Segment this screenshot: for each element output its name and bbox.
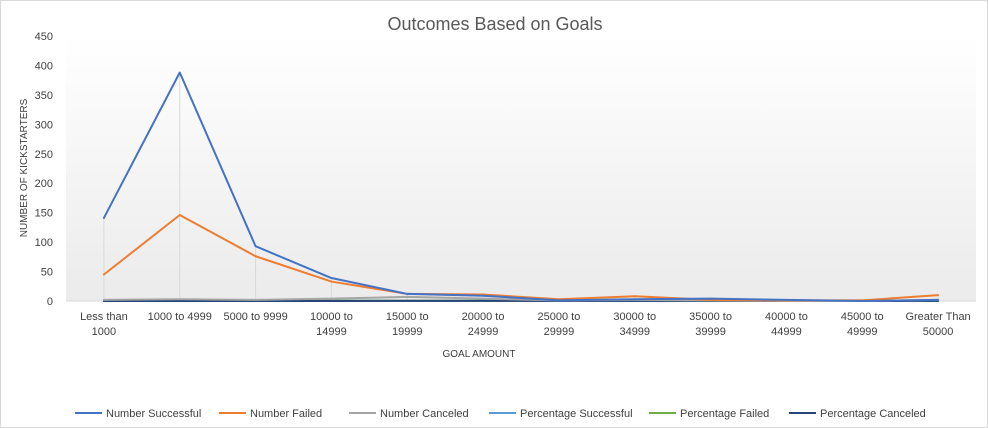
x-tick-label: 30000 to 34999: [613, 311, 656, 338]
x-tick-label: 25000 to 29999: [538, 311, 581, 338]
y-tick-label: 200: [35, 178, 53, 190]
x-tick-label: 40000 to 44999: [765, 311, 808, 338]
y-tick-label: 50: [41, 267, 53, 279]
legend-label: Number Successful: [106, 408, 201, 420]
x-axis-ticks: Less than 1000 1000 to 4999 5000 to 9999 100…: [80, 311, 971, 338]
x-axis-title: GOAL AMOUNT: [443, 349, 516, 360]
y-tick-label: 300: [35, 119, 53, 131]
legend: Number Successful Number Failed Number Can…: [75, 408, 926, 420]
series-lines: [102, 71, 940, 302]
chart-title: Outcomes Based on Goals: [387, 14, 602, 34]
y-tick-label: 150: [35, 208, 53, 220]
legend-label: Percentage Successful: [520, 408, 633, 420]
legend-label: Number Canceled: [380, 408, 469, 420]
plot-area: [66, 36, 976, 301]
legend-label: Percentage Canceled: [820, 408, 926, 420]
y-tick-label: 400: [35, 60, 53, 72]
y-axis-ticks: 0 50 100 150 200 250 300 350 400 450: [35, 31, 53, 308]
x-tick-label: Less than 1000: [80, 311, 128, 338]
y-tick-label: 350: [35, 90, 53, 102]
legend-label: Number Failed: [250, 408, 322, 420]
y-axis-title: NUMBER OF KICKSTARTERS: [19, 98, 30, 237]
x-tick-label: 10000 to 14999: [310, 311, 353, 338]
y-tick-label: 450: [35, 31, 53, 43]
x-tick-label: Greater Than 50000: [905, 311, 970, 338]
x-tick-label: 1000 to 4999: [148, 311, 212, 323]
x-tick-label: 45000 to 49999: [841, 311, 884, 338]
x-tick-label: 5000 to 9999: [223, 311, 287, 323]
y-tick-label: 0: [47, 296, 53, 308]
x-tick-label: 35000 to 39999: [689, 311, 732, 338]
x-tick-label: 15000 to 19999: [386, 311, 429, 338]
x-tick-label: 20000 to 24999: [462, 311, 505, 338]
series-line-number-successful: [102, 71, 940, 302]
y-tick-label: 100: [35, 237, 53, 249]
y-tick-label: 250: [35, 149, 53, 161]
legend-label: Percentage Failed: [680, 408, 769, 420]
